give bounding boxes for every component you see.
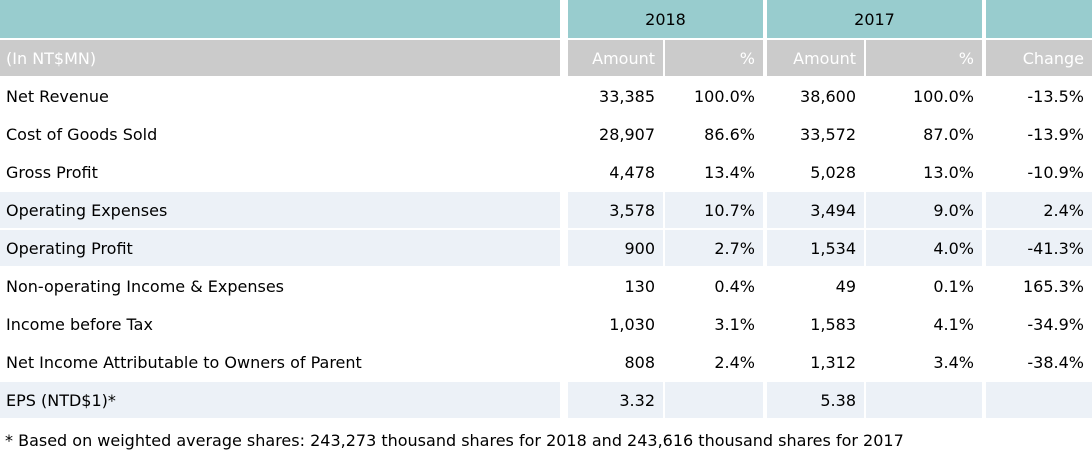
- pct-2018-cell: 86.6%: [663, 114, 763, 152]
- pct-2017-cell: 4.0%: [864, 228, 982, 266]
- col-header-pct-2018: %: [663, 38, 763, 76]
- table-row-operating-expenses: Operating Expenses 3,578 10.7% 3,494 9.0…: [0, 190, 1092, 228]
- col-header-pct-2017: %: [864, 38, 982, 76]
- amount-2017-cell: 1,583: [763, 304, 864, 342]
- pct-2018-cell: 10.7%: [663, 190, 763, 228]
- unit-label: (In NT$MN): [0, 38, 560, 76]
- amount-2017-cell: 49: [763, 266, 864, 304]
- year-row-change-spacer: [982, 0, 1092, 38]
- amount-2018-cell: 808: [560, 342, 663, 380]
- amount-2018-cell: 33,385: [560, 76, 663, 114]
- table-row-non-operating: Non-operating Income & Expenses 130 0.4%…: [0, 266, 1092, 304]
- change-cell: -10.9%: [982, 152, 1092, 190]
- row-label: Gross Profit: [0, 152, 560, 190]
- amount-2018-cell: 28,907: [560, 114, 663, 152]
- col-header-amount-2017: Amount: [763, 38, 864, 76]
- pct-2018-cell: 2.4%: [663, 342, 763, 380]
- change-cell: -41.3%: [982, 228, 1092, 266]
- amount-2017-cell: 1,534: [763, 228, 864, 266]
- change-cell: -38.4%: [982, 342, 1092, 380]
- column-header-row: (In NT$MN) Amount % Amount % Change: [0, 38, 1092, 76]
- col-header-change: Change: [982, 38, 1092, 76]
- year-header-row: 2018 2017: [0, 0, 1092, 38]
- row-label: Operating Expenses: [0, 190, 560, 228]
- footnote: * Based on weighted average shares: 243,…: [5, 431, 904, 450]
- amount-2018-cell: 130: [560, 266, 663, 304]
- income-statement-table: 2018 2017 (In NT$MN) Amount % Amount % C…: [0, 0, 1092, 418]
- year-header-2017: 2017: [763, 0, 982, 38]
- amount-2017-cell: 1,312: [763, 342, 864, 380]
- pct-2017-cell: 13.0%: [864, 152, 982, 190]
- table-row-eps: EPS (NTD$1)* 3.32 5.38: [0, 380, 1092, 418]
- change-cell: -34.9%: [982, 304, 1092, 342]
- pct-2017-cell: 87.0%: [864, 114, 982, 152]
- amount-2018-cell: 3,578: [560, 190, 663, 228]
- amount-2018-cell: 3.32: [560, 380, 663, 418]
- amount-2018-cell: 900: [560, 228, 663, 266]
- table-row-net-income: Net Income Attributable to Owners of Par…: [0, 342, 1092, 380]
- change-cell: 2.4%: [982, 190, 1092, 228]
- row-label: Net Revenue: [0, 76, 560, 114]
- year-header-2018: 2018: [560, 0, 763, 38]
- amount-2017-cell: 5,028: [763, 152, 864, 190]
- pct-2018-cell: 13.4%: [663, 152, 763, 190]
- pct-2018-cell: 0.4%: [663, 266, 763, 304]
- row-label: Income before Tax: [0, 304, 560, 342]
- pct-2017-cell: 3.4%: [864, 342, 982, 380]
- col-header-amount-2018: Amount: [560, 38, 663, 76]
- change-cell: -13.9%: [982, 114, 1092, 152]
- pct-2018-cell: 100.0%: [663, 76, 763, 114]
- row-label: Cost of Goods Sold: [0, 114, 560, 152]
- amount-2017-cell: 3,494: [763, 190, 864, 228]
- table-row-income-before-tax: Income before Tax 1,030 3.1% 1,583 4.1% …: [0, 304, 1092, 342]
- table-row-gross-profit: Gross Profit 4,478 13.4% 5,028 13.0% -10…: [0, 152, 1092, 190]
- amount-2017-cell: 38,600: [763, 76, 864, 114]
- pct-2018-cell: 2.7%: [663, 228, 763, 266]
- amount-2017-cell: 5.38: [763, 380, 864, 418]
- row-label: Net Income Attributable to Owners of Par…: [0, 342, 560, 380]
- year-row-spacer: [0, 0, 560, 38]
- pct-2017-cell: [864, 380, 982, 418]
- table-row-operating-profit: Operating Profit 900 2.7% 1,534 4.0% -41…: [0, 228, 1092, 266]
- amount-2017-cell: 33,572: [763, 114, 864, 152]
- table-row-cogs: Cost of Goods Sold 28,907 86.6% 33,572 8…: [0, 114, 1092, 152]
- row-label: EPS (NTD$1)*: [0, 380, 560, 418]
- amount-2018-cell: 1,030: [560, 304, 663, 342]
- pct-2017-cell: 0.1%: [864, 266, 982, 304]
- pct-2017-cell: 9.0%: [864, 190, 982, 228]
- change-cell: 165.3%: [982, 266, 1092, 304]
- change-cell: -13.5%: [982, 76, 1092, 114]
- table-row-net-revenue: Net Revenue 33,385 100.0% 38,600 100.0% …: [0, 76, 1092, 114]
- pct-2018-cell: 3.1%: [663, 304, 763, 342]
- pct-2018-cell: [663, 380, 763, 418]
- pct-2017-cell: 4.1%: [864, 304, 982, 342]
- pct-2017-cell: 100.0%: [864, 76, 982, 114]
- change-cell: [982, 380, 1092, 418]
- row-label: Non-operating Income & Expenses: [0, 266, 560, 304]
- row-label: Operating Profit: [0, 228, 560, 266]
- amount-2018-cell: 4,478: [560, 152, 663, 190]
